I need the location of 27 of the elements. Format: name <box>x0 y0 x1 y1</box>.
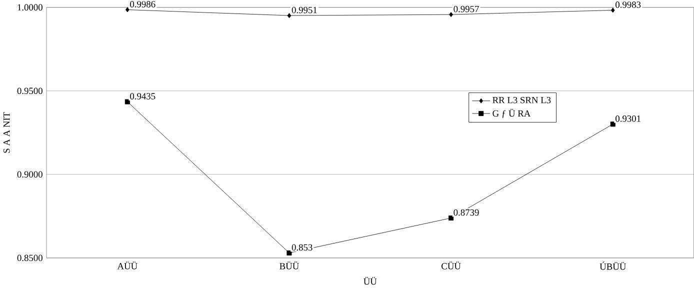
data-label: 0.9301 <box>616 115 640 122</box>
data-label: 0.9435 <box>130 93 156 100</box>
data-label: 0.9957 <box>454 6 479 12</box>
data-label: 0.9986 <box>130 0 156 8</box>
x-tick-label: CÜÜ <box>442 262 461 270</box>
x-axis-title: ÜÜ <box>364 276 377 285</box>
x-tick-label: AÜÜ <box>117 262 138 270</box>
data-label: 0.8739 <box>454 209 479 216</box>
point <box>286 250 292 256</box>
legend-label: RR L3 SRN L3 <box>492 96 551 104</box>
point <box>610 122 616 127</box>
point <box>610 8 615 13</box>
y-tick-label: 0.8500 <box>17 254 42 262</box>
point <box>124 99 130 104</box>
data-label: 0.9951 <box>292 6 317 14</box>
point <box>448 215 454 220</box>
point <box>287 12 292 18</box>
data-label: 0.9983 <box>616 1 641 8</box>
y-tick-label: 0.9500 <box>17 88 42 94</box>
x-tick-label: BÜÜ <box>280 262 299 270</box>
y-axis-title: S A A NIT <box>3 112 10 153</box>
y-tick-label: 0.9000 <box>17 171 42 178</box>
point <box>125 7 130 12</box>
legend-label: G ƒ Ü RA <box>492 108 531 118</box>
y-tick-label: 1.0000 <box>18 4 42 11</box>
data-label: 0.853 <box>292 244 312 251</box>
x-tick-label: ÚBÜÜ <box>600 262 626 270</box>
